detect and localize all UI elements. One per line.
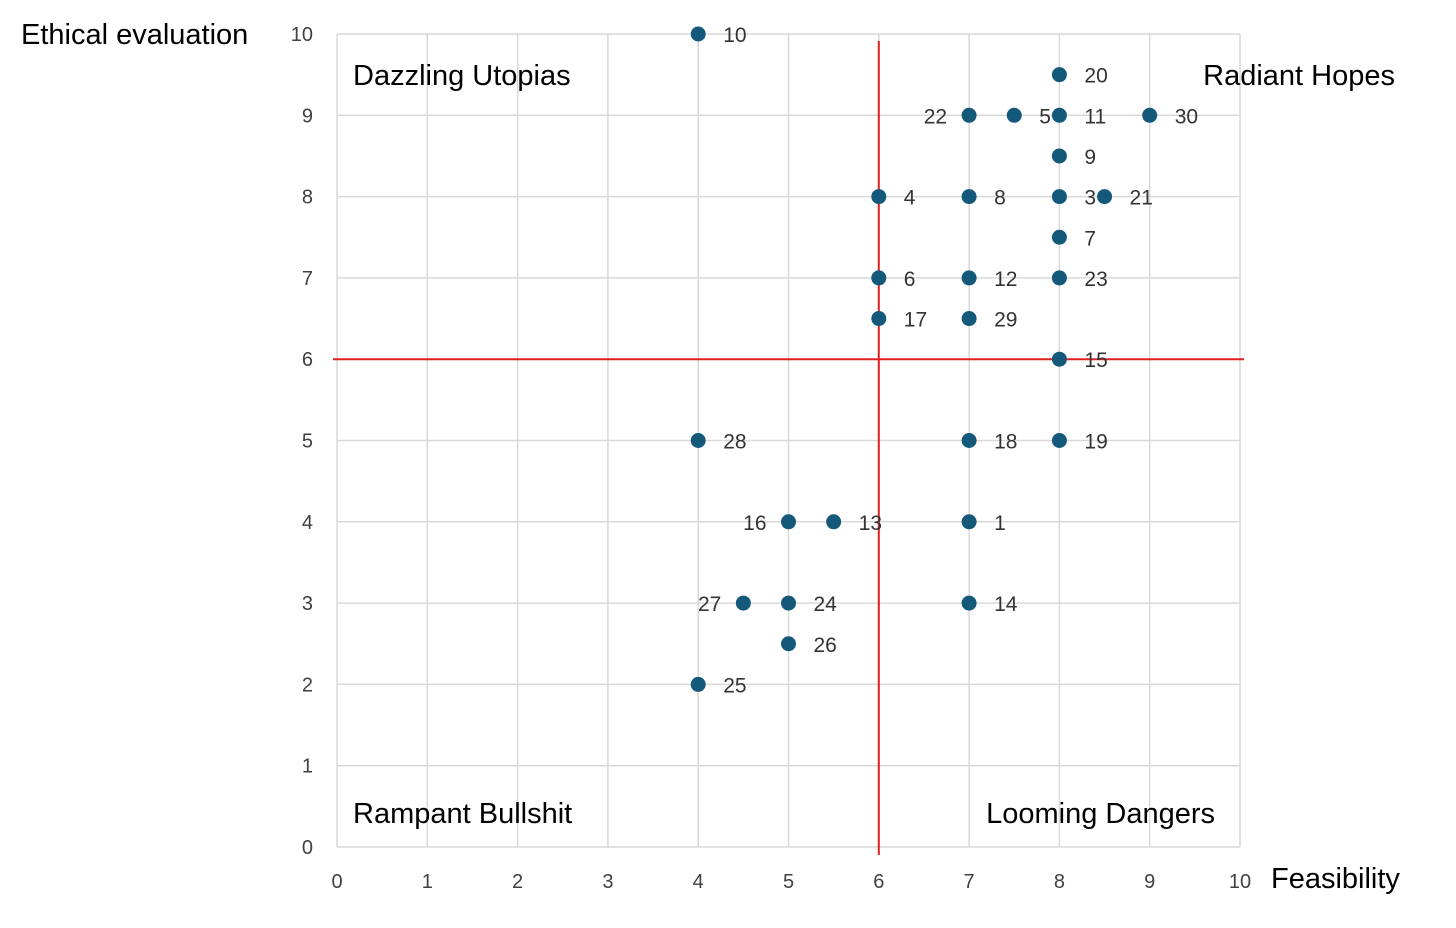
y-tick-label: 2 xyxy=(302,674,313,696)
data-point-3 xyxy=(1051,189,1067,205)
data-point-8 xyxy=(961,189,977,205)
data-label-21: 21 xyxy=(1130,187,1153,210)
data-point-13 xyxy=(826,514,842,530)
data-point-29 xyxy=(961,311,977,327)
y-tick-label: 4 xyxy=(302,512,313,534)
data-label-24: 24 xyxy=(814,593,838,616)
data-label-30: 30 xyxy=(1175,105,1198,128)
data-label-25: 25 xyxy=(723,674,746,697)
data-label-11: 11 xyxy=(1084,105,1106,128)
data-label-13: 13 xyxy=(859,512,882,535)
data-point-17 xyxy=(871,311,887,327)
x-tick-label: 3 xyxy=(602,871,613,893)
y-tick-label: 1 xyxy=(302,756,313,778)
data-point-16 xyxy=(781,514,796,530)
x-tick-label: 9 xyxy=(1144,871,1155,893)
x-axis-title: Feasibility xyxy=(1271,863,1400,895)
data-point-20 xyxy=(1051,67,1067,83)
y-tick-label: 0 xyxy=(302,837,313,859)
x-tick-label: 2 xyxy=(512,871,523,893)
data-point-14 xyxy=(961,595,977,611)
data-label-17: 17 xyxy=(904,309,927,332)
data-point-18 xyxy=(961,433,977,448)
x-tick-label: 8 xyxy=(1054,871,1065,893)
y-tick-label: 10 xyxy=(291,24,313,46)
data-point-15 xyxy=(1051,351,1067,367)
data-label-15: 15 xyxy=(1084,349,1107,372)
data-label-29: 29 xyxy=(994,309,1017,332)
data-point-6 xyxy=(871,270,887,286)
data-point-9 xyxy=(1051,148,1067,164)
data-label-26: 26 xyxy=(814,634,837,657)
data-point-7 xyxy=(1051,229,1067,245)
data-point-5 xyxy=(1006,107,1022,123)
data-point-22 xyxy=(961,107,977,123)
data-label-1: 1 xyxy=(994,512,1006,535)
data-label-28: 28 xyxy=(723,431,746,454)
data-label-19: 19 xyxy=(1084,431,1107,454)
data-point-23 xyxy=(1051,270,1067,286)
data-points xyxy=(690,26,1158,692)
data-point-21 xyxy=(1097,189,1113,205)
data-point-10 xyxy=(690,26,706,42)
data-point-4 xyxy=(871,189,887,205)
y-tick-label: 7 xyxy=(302,268,313,290)
y-tick-label: 6 xyxy=(302,349,313,371)
data-label-7: 7 xyxy=(1084,227,1096,250)
x-tick-label: 5 xyxy=(783,871,794,893)
data-label-5: 5 xyxy=(1039,105,1051,128)
x-tick-label: 6 xyxy=(873,871,884,893)
y-axis-title: Ethical evaluation xyxy=(21,19,248,51)
threshold-lines xyxy=(333,41,1244,855)
data-label-9: 9 xyxy=(1084,146,1096,169)
x-tick-label: 7 xyxy=(964,871,975,893)
x-tick-label: 0 xyxy=(331,871,342,893)
data-point-26 xyxy=(781,636,796,652)
data-label-23: 23 xyxy=(1084,268,1107,291)
quadrant-label-top-left: Dazzling Utopias xyxy=(353,60,571,92)
data-label-18: 18 xyxy=(994,431,1017,454)
data-label-16: 16 xyxy=(743,512,766,535)
data-point-1 xyxy=(961,514,977,530)
data-point-27 xyxy=(735,595,751,611)
data-label-27: 27 xyxy=(698,593,721,616)
data-label-3: 3 xyxy=(1084,187,1096,210)
y-tick-label: 9 xyxy=(302,105,313,127)
data-point-12 xyxy=(961,270,977,286)
data-label-22: 22 xyxy=(924,105,947,128)
quadrant-label-top-right: Radiant Hopes xyxy=(1203,60,1395,92)
data-label-20: 20 xyxy=(1084,65,1107,88)
data-label-6: 6 xyxy=(904,268,916,291)
data-label-10: 10 xyxy=(723,24,746,47)
y-tick-label: 5 xyxy=(302,431,313,453)
data-label-8: 8 xyxy=(994,187,1006,210)
data-point-30 xyxy=(1142,107,1158,123)
y-tick-label: 8 xyxy=(302,187,313,209)
data-point-28 xyxy=(690,433,706,448)
data-label-14: 14 xyxy=(994,593,1018,616)
data-label-4: 4 xyxy=(904,187,916,210)
data-point-25 xyxy=(690,676,706,692)
x-tick-label: 4 xyxy=(693,871,704,893)
data-point-11 xyxy=(1051,107,1067,123)
quadrant-label-bottom-right: Looming Dangers xyxy=(986,798,1215,830)
data-point-19 xyxy=(1051,433,1067,448)
quadrant-label-bottom-left: Rampant Bullshit xyxy=(353,798,572,830)
x-tick-label: 10 xyxy=(1229,871,1251,893)
y-tick-label: 3 xyxy=(302,593,313,615)
data-label-12: 12 xyxy=(994,268,1017,291)
x-tick-label: 1 xyxy=(422,871,433,893)
data-point-24 xyxy=(781,595,796,611)
